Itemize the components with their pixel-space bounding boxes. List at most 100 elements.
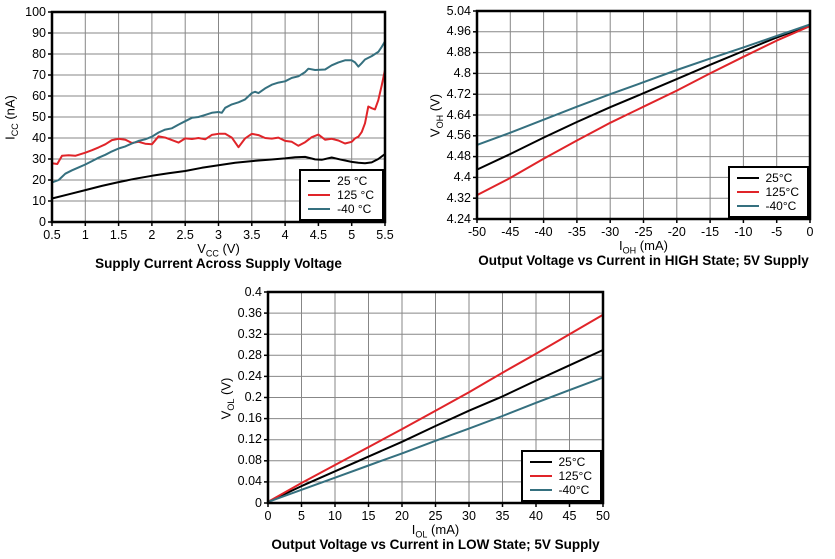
y-tick-label: 10	[32, 193, 46, 208]
series-line--40C	[267, 376, 604, 503]
y-tick-label: 0.12	[237, 432, 262, 447]
x-tick-label: -30	[601, 225, 620, 239]
y-tick-label: 4.72	[446, 86, 471, 101]
legend-item: 25°C	[736, 171, 800, 185]
y-tick-label: 60	[32, 88, 46, 103]
series-line--40C	[476, 23, 811, 146]
y-tick-label: 4.64	[446, 107, 471, 122]
chart-supply-current: ICC (nA) VCC (V) Supply Current Across S…	[3, 5, 394, 272]
series-line-125C	[267, 313, 604, 503]
y-tick-label: 40	[32, 130, 46, 145]
y-tick-label: 4.32	[446, 190, 471, 205]
x-tick-label: -15	[701, 225, 720, 239]
x-tick-label: 10	[328, 509, 342, 523]
y-tick-label: 30	[32, 151, 46, 166]
x-tick-label: 0.5	[43, 228, 61, 242]
chart-title: Output Voltage vs Current in HIGH State;…	[478, 253, 809, 268]
legend-item: -40°C	[529, 483, 593, 497]
y-tick-label: 0.04	[237, 474, 262, 489]
chart-title: Supply Current Across Supply Voltage	[95, 256, 342, 271]
legend-item: 25 °C	[308, 174, 374, 188]
legend-line-sample-black	[308, 180, 331, 182]
chart-title: Output Voltage vs Current in LOW State; …	[271, 537, 600, 552]
voh-plot-area	[473, 9, 812, 223]
y-tick-label: 0.08	[237, 453, 262, 468]
x-axis-label: IOL (mA)	[411, 522, 460, 540]
x-tick-label: -5	[771, 225, 783, 239]
y-tick-label: 0.28	[237, 347, 262, 362]
x-tick-label: 5	[298, 509, 305, 523]
y-tick-label: 50	[32, 109, 46, 124]
x-tick-label: 3	[215, 228, 222, 242]
y-tick-label: 4.8	[453, 65, 471, 80]
x-tick-label: -25	[634, 225, 653, 239]
y-tick-label: 4.48	[446, 149, 471, 164]
x-tick-label: 30	[462, 509, 476, 523]
y-tick-label: 20	[32, 172, 46, 187]
y-tick-label: 4.4	[453, 169, 471, 184]
x-tick-label: 25	[428, 509, 443, 523]
y-tick-label: 4.56	[446, 128, 471, 143]
x-tick-label: 4.5	[309, 228, 328, 242]
x-tick-label: 0	[806, 225, 814, 239]
y-tick-label: 90	[32, 25, 46, 40]
x-tick-label: -20	[667, 225, 686, 239]
legend-line-sample-red	[736, 191, 759, 193]
x-tick-label: -35	[567, 225, 586, 239]
x-tick-label: 20	[395, 509, 409, 523]
y-tick-label: 0.2	[244, 390, 262, 404]
x-tick-label: 1	[81, 228, 89, 242]
legend-line-sample-teal	[308, 208, 331, 210]
series-line-125C	[51, 68, 386, 165]
y-tick-label: 0.4	[244, 284, 262, 299]
x-tick-label: 4	[281, 228, 289, 242]
chart-vol-low-state: VOL (V) IOL (mA) Output Voltage vs Curre…	[219, 285, 610, 553]
y-tick-label: 100	[25, 4, 46, 19]
legend-line-sample-black	[736, 177, 759, 179]
series-line-25C	[267, 349, 604, 503]
x-tick-label: 5.5	[376, 228, 394, 242]
x-tick-label: -45	[501, 225, 520, 239]
legend-item: 125°C	[736, 185, 799, 199]
legend-line-sample-red	[308, 194, 331, 196]
x-axis-label: VCC (V)	[197, 241, 240, 259]
y-tick-label: 80	[32, 46, 46, 61]
legend-item: 25°C	[529, 455, 593, 469]
legend-item: 125 °C	[308, 188, 374, 202]
x-tick-label: 3.5	[243, 228, 261, 242]
x-tick-label: -50	[467, 225, 487, 239]
x-tick-label: 5	[348, 228, 356, 242]
y-tick-label: 0.16	[237, 411, 262, 426]
legend-line-sample-teal	[529, 489, 552, 491]
chart-voh-high-state: VOH (V) IOH (mA) Output Voltage vs Curre…	[428, 4, 814, 269]
x-tick-label: -10	[734, 225, 753, 239]
x-tick-label: 2.5	[176, 228, 194, 242]
y-tick-label: 0.24	[237, 368, 262, 383]
legend-line-sample-teal	[736, 205, 759, 207]
y-tick-label: 4.24	[446, 211, 471, 226]
x-tick-label: 1.5	[109, 228, 128, 242]
legend: 25°C 125°C -40°C	[520, 450, 602, 502]
x-axis-label: IOH (mA)	[619, 238, 668, 256]
x-tick-label: 2	[148, 228, 156, 242]
x-tick-label: 35	[495, 509, 510, 523]
legend: 25 °C 125 °C -40 °C	[299, 169, 384, 221]
y-tick-label: 4.96	[446, 24, 471, 39]
series-line-25C	[476, 24, 811, 171]
x-tick-label: 15	[361, 509, 376, 523]
y-tick-label: 70	[32, 67, 46, 82]
legend-item: -40°C	[736, 199, 800, 213]
legend-line-sample-black	[529, 461, 552, 463]
x-tick-label: 45	[562, 509, 577, 523]
legend-line-sample-red	[529, 475, 552, 477]
y-tick-label: 4.88	[446, 45, 471, 60]
y-tick-label: 0.36	[237, 305, 262, 320]
legend: 25°C 125°C -40°C	[727, 166, 809, 218]
x-tick-label: 50	[596, 509, 610, 523]
y-tick-label: 5.04	[446, 3, 471, 18]
x-tick-label: 40	[529, 509, 543, 523]
legend-item: -40 °C	[308, 202, 374, 216]
y-tick-label: 0	[39, 214, 46, 229]
y-tick-label: 0	[255, 495, 262, 510]
